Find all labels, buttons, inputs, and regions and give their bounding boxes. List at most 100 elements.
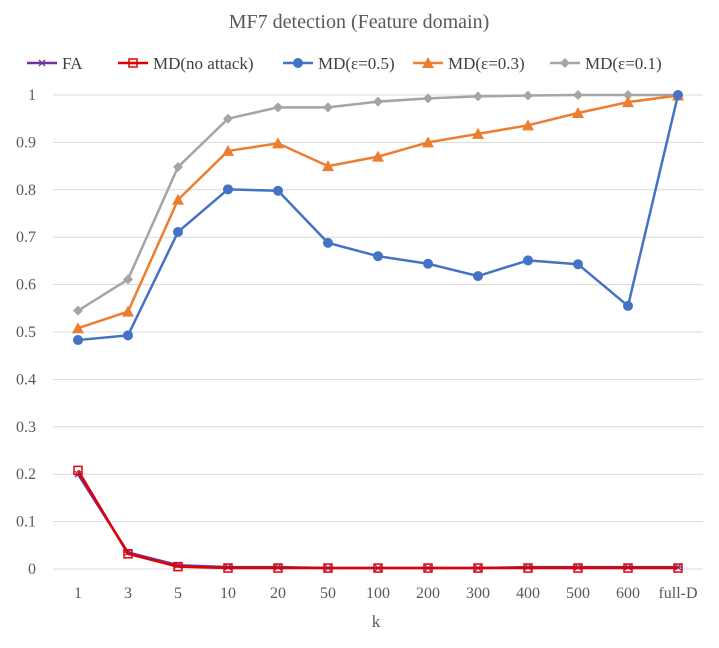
point — [673, 563, 683, 573]
point — [523, 563, 533, 573]
y-tick-label: 0.3 — [16, 419, 36, 436]
point — [173, 226, 183, 237]
y-tick-label: 1 — [28, 87, 36, 104]
point — [293, 58, 303, 68]
point — [423, 93, 433, 104]
point — [573, 563, 583, 573]
point — [473, 563, 483, 573]
legend-label: MD(no attack) — [153, 54, 254, 73]
x-tick-label: 600 — [616, 585, 640, 602]
point — [73, 305, 83, 316]
legend: FA MD(no attack) MD(ε=0.5) MD(ε=0.3) MD(ε=0.… — [27, 54, 662, 73]
point — [223, 563, 233, 573]
point — [323, 237, 333, 248]
y-tick-label: 0.8 — [16, 182, 36, 199]
point — [523, 90, 533, 101]
point — [473, 271, 483, 282]
x-axis: 1 3 5 10 20 50 100 200 300 400 500 600 full-D — [74, 585, 698, 602]
point — [623, 90, 633, 100]
y-tick-label: 0 — [28, 561, 36, 578]
x-tick-label: 3 — [124, 585, 132, 602]
y-axis: 0 0.1 0.2 0.3 0.4 0.5 0.6 0.7 0.8 0.9 1 — [16, 87, 36, 578]
x-tick-label: 20 — [270, 585, 286, 602]
point — [322, 160, 334, 172]
x-tick-label: 100 — [366, 585, 390, 602]
legend-item: FA — [27, 54, 83, 73]
point — [128, 58, 138, 68]
legend-label: FA — [62, 54, 83, 73]
point — [472, 127, 484, 139]
point — [273, 102, 283, 113]
point — [573, 259, 583, 270]
point — [422, 57, 434, 68]
point — [123, 330, 133, 341]
point — [173, 162, 183, 173]
point — [273, 563, 283, 573]
series-4 — [73, 90, 683, 316]
gridlines — [53, 94, 703, 570]
point — [172, 193, 184, 205]
point — [573, 90, 583, 100]
point — [223, 113, 233, 124]
y-tick-label: 0.1 — [16, 514, 36, 531]
x-tick-label: 5 — [174, 585, 182, 602]
y-tick-label: 0.9 — [16, 134, 36, 151]
point — [522, 119, 534, 131]
point-stroke — [38, 59, 46, 67]
point — [423, 258, 433, 269]
point — [123, 274, 133, 285]
legend-label: MD(ε=0.1) — [585, 54, 662, 73]
point — [73, 465, 83, 476]
series-1 — [73, 465, 683, 573]
point — [72, 322, 84, 334]
point — [560, 58, 570, 68]
legend-label: MD(ε=0.3) — [448, 54, 525, 73]
series-line — [77, 94, 679, 330]
point — [373, 563, 383, 573]
point — [222, 144, 234, 156]
legend-label: MD(ε=0.5) — [318, 54, 395, 73]
x-tick-label: 300 — [466, 585, 490, 602]
plot-area — [72, 89, 684, 573]
series-line — [77, 93, 678, 312]
y-tick-label: 0.5 — [16, 324, 36, 341]
point — [73, 335, 83, 346]
point — [673, 90, 683, 100]
point — [373, 96, 383, 107]
point — [423, 563, 433, 573]
y-tick-label: 0.2 — [16, 466, 36, 483]
point — [223, 184, 233, 195]
point — [422, 136, 434, 148]
point — [38, 59, 46, 67]
x-tick-label: 10 — [220, 585, 236, 602]
x-tick-label: 50 — [320, 585, 336, 602]
point — [623, 563, 633, 573]
x-tick-label: full-D — [658, 585, 697, 602]
y-tick-label: 0.4 — [16, 371, 36, 388]
series-2 — [73, 90, 683, 346]
series-line — [76, 469, 678, 570]
x-tick-label: 1 — [74, 585, 82, 602]
point — [272, 137, 284, 149]
point — [623, 300, 633, 311]
legend-item: MD(ε=0.1) — [550, 54, 662, 73]
chart-title: MF7 detection (Feature domain) — [229, 11, 490, 33]
x-tick-label: 200 — [416, 585, 440, 602]
point — [123, 549, 133, 559]
point — [273, 185, 283, 196]
point — [473, 91, 483, 102]
point — [373, 251, 383, 262]
legend-item: MD(no attack) — [118, 54, 254, 73]
legend-item: MD(ε=0.3) — [413, 54, 525, 73]
x-tick-label: 500 — [566, 585, 590, 602]
point — [323, 563, 333, 573]
point — [622, 96, 634, 108]
y-tick-label: 0.7 — [16, 229, 36, 246]
point — [572, 107, 584, 119]
legend-item: MD(ε=0.5) — [283, 54, 395, 73]
point — [523, 255, 533, 266]
x-tick-label: 400 — [516, 585, 540, 602]
series-line — [77, 94, 680, 342]
point — [323, 102, 333, 113]
